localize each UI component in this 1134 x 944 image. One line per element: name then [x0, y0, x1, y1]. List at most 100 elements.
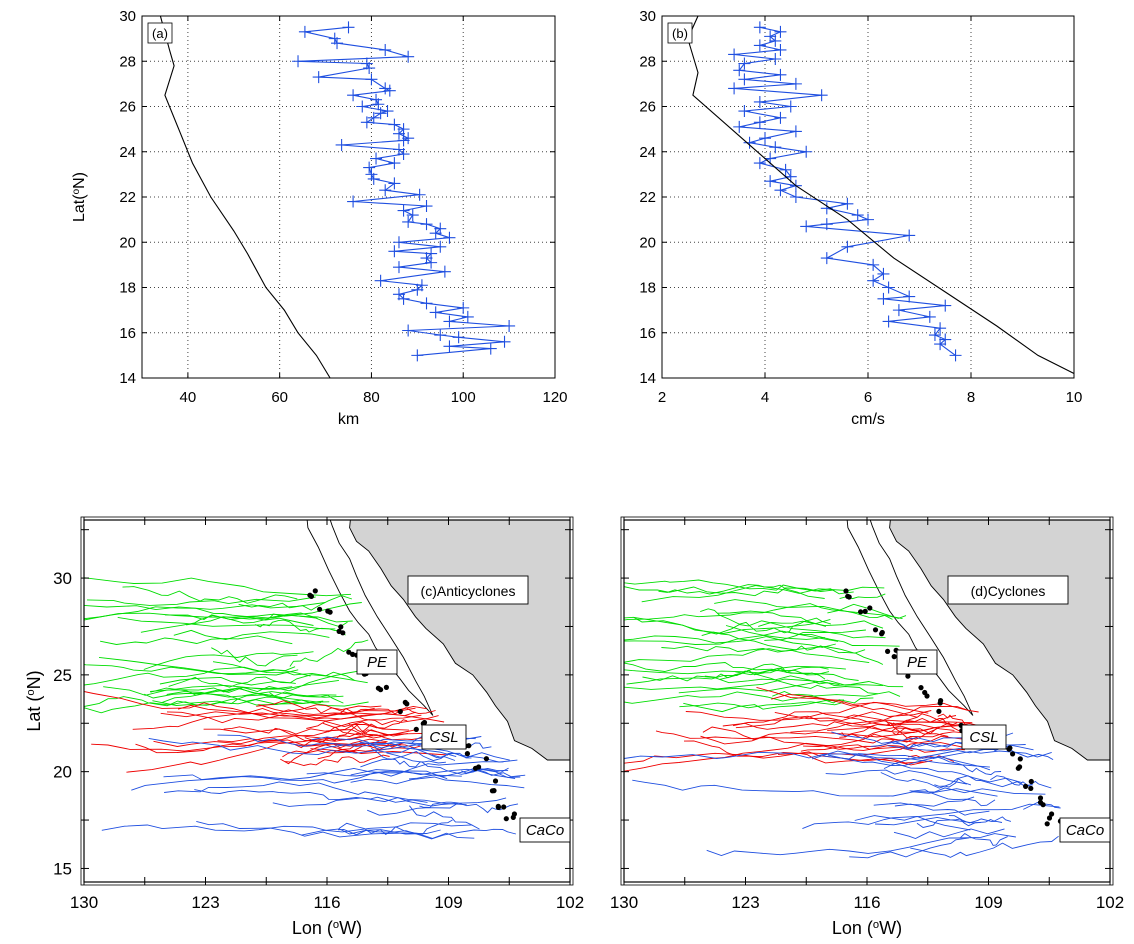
data-point [728, 48, 741, 61]
x-tick-label: 109 [974, 893, 1002, 912]
y-tick-label: 26 [119, 99, 136, 116]
track-south [825, 769, 967, 785]
x-tick-label: 60 [271, 389, 288, 406]
track-north [735, 669, 830, 676]
y-tick-label: 30 [53, 569, 72, 588]
data-point [411, 349, 424, 362]
track-north [624, 635, 836, 648]
eddy-origin-dot [1049, 811, 1055, 817]
y-tick-label: 30 [119, 8, 136, 25]
eddy-origin-dot [464, 751, 470, 757]
data-point [484, 342, 497, 355]
track-north [100, 635, 293, 645]
y-tick-label: 22 [119, 189, 136, 206]
track-north [624, 691, 901, 704]
data-point [774, 25, 787, 38]
track-south [370, 747, 446, 768]
eddy-origin-dot [483, 756, 489, 762]
data-point [411, 283, 424, 296]
track-north [658, 584, 825, 599]
eddy-origin-dot [307, 592, 313, 598]
x-tick-label: 116 [853, 893, 880, 912]
map-content [84, 520, 570, 882]
data-point [443, 231, 456, 244]
data-point [397, 148, 410, 161]
track-south [163, 761, 504, 781]
y-tick-label: 15 [53, 859, 72, 878]
track-south [873, 796, 975, 807]
eddy-origin-dot [891, 654, 897, 660]
x-tick-label: 123 [731, 893, 759, 912]
data-point [753, 95, 766, 108]
track-south [909, 789, 996, 807]
plot-area [142, 16, 555, 378]
track-middle [340, 706, 436, 715]
track-north [211, 647, 298, 667]
track-south [337, 828, 517, 840]
eddy-origin-dot [1046, 815, 1053, 821]
y-tick-label: 25 [53, 666, 72, 685]
x-tick-label: 8 [967, 389, 975, 406]
track-north [173, 629, 330, 640]
panel-label: (a) [152, 26, 168, 41]
y-tick-label: 18 [119, 280, 136, 297]
data-point [402, 50, 415, 63]
track-north [164, 614, 314, 626]
data-point [882, 315, 895, 328]
track-middle [624, 742, 913, 772]
data-point [928, 329, 941, 342]
x-tick-label: 100 [451, 389, 476, 406]
data-point [867, 274, 880, 287]
track-south [194, 789, 428, 803]
x-tick-label: 123 [191, 893, 219, 912]
x-axis-label: km [338, 411, 359, 428]
track-south [854, 803, 1060, 821]
track-south [802, 815, 971, 831]
eddy-origin-dot [413, 726, 419, 733]
data-point [882, 281, 895, 294]
track-south [706, 833, 1016, 856]
track-south [338, 819, 453, 836]
x-tick-label: 102 [1096, 893, 1124, 912]
eddy-origin-dot [936, 708, 942, 715]
data-point [360, 116, 373, 129]
track-south [910, 835, 1059, 858]
y-tick-label: 14 [119, 370, 136, 387]
data-point [392, 236, 405, 249]
region-label: PE [356, 649, 398, 675]
track-north [633, 617, 886, 639]
track-north [84, 612, 353, 623]
data-point [420, 297, 433, 310]
data-point [753, 39, 766, 52]
track-north [162, 686, 293, 703]
data-point [388, 118, 401, 131]
series-line [734, 26, 956, 356]
data-point [774, 68, 787, 81]
track-south [874, 816, 981, 826]
data-point [388, 245, 401, 258]
data-point [457, 301, 470, 314]
track-middle [702, 722, 988, 741]
x-tick-label: 109 [434, 893, 462, 912]
map-content [624, 520, 1110, 882]
data-point [728, 82, 741, 95]
data-point [939, 299, 952, 312]
track-north [84, 694, 322, 707]
eddy-origin-dot [336, 628, 342, 635]
track-south [431, 752, 510, 761]
track-north [624, 678, 840, 690]
track-south [272, 797, 507, 807]
track-north [149, 679, 339, 692]
track-middle [284, 754, 390, 766]
x-axis-label: Lon (oW) [292, 918, 362, 938]
y-tick-label: 24 [119, 144, 136, 161]
data-point [862, 213, 874, 226]
track-south [131, 771, 462, 791]
track-middle [160, 707, 416, 719]
track-north [84, 606, 318, 620]
data-point [392, 127, 405, 140]
track-south [306, 770, 448, 780]
data-point [402, 215, 415, 228]
track-north [186, 602, 362, 626]
